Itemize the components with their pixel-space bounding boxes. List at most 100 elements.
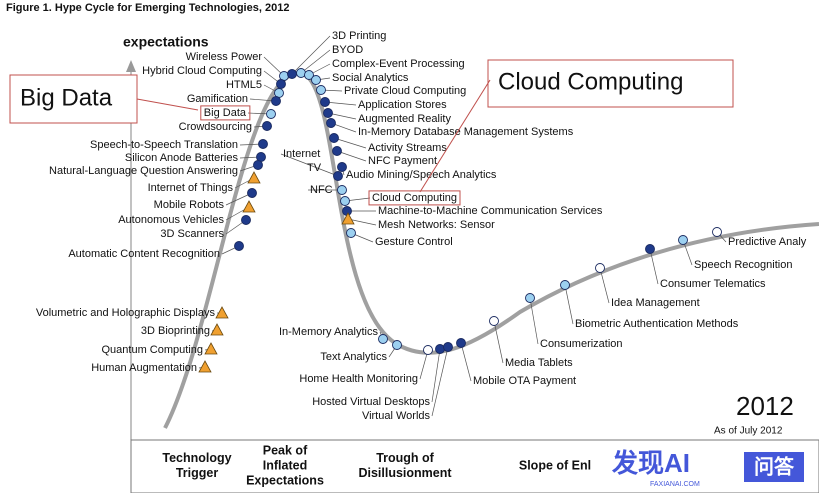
technology: Audio Mining/Speech Analytics: [337, 162, 497, 181]
technology-label: Private Cloud Computing: [344, 85, 466, 97]
technology-label: TV: [307, 162, 322, 174]
technology-label: Application Stores: [358, 99, 447, 111]
technology-label: HTML5: [226, 79, 262, 91]
marker-circle: [304, 70, 314, 80]
marker-circle: [333, 171, 343, 181]
technology: Quantum Computing: [102, 342, 218, 356]
technology-label: Mobile OTA Payment: [473, 375, 576, 387]
leader-line: [599, 267, 610, 304]
technology: Cloud Computing: [340, 190, 461, 206]
technology: Application Stores: [320, 97, 447, 111]
marker-triangle: [247, 171, 261, 184]
leader-line: [649, 248, 659, 285]
marker-circle: [266, 109, 276, 119]
marker-circle: [234, 241, 244, 251]
technology-label: Speech Recognition: [694, 259, 792, 271]
label-box: [368, 190, 461, 206]
technology-label: Cloud Computing: [372, 192, 457, 204]
marker-circle: [271, 96, 281, 106]
leader-line: [419, 349, 429, 380]
technology: Human Augmentation: [91, 360, 212, 374]
technology-label: Internet: [283, 148, 320, 160]
marker-circle: [253, 160, 263, 170]
marker-circle: [316, 85, 326, 95]
watermark: 发现AI FAXIANAI.COM 问答: [611, 448, 804, 488]
technology-label: 3D Printing: [332, 30, 386, 42]
marker-circle: [326, 118, 336, 128]
technology-label: Consumerization: [540, 338, 623, 350]
technology: Internet TV: [280, 148, 343, 181]
technology: In-Memory Analytics: [279, 326, 388, 344]
technology: NFC: [308, 184, 347, 196]
watermark-site: FAXIANAI.COM: [650, 481, 700, 488]
marker-circle: [560, 280, 570, 290]
marker-circle: [241, 215, 251, 225]
technology: Mobile Robots: [154, 188, 257, 211]
marker-circle: [525, 293, 535, 303]
marker-triangle: [215, 306, 229, 319]
watermark-badge: 问答: [754, 454, 795, 478]
technology: Hybrid Cloud Computing: [142, 65, 286, 89]
technology: Media Tablets: [489, 316, 573, 369]
technology-label: Human Augmentation: [91, 362, 197, 374]
technology: Speech-to-Speech Translation: [90, 139, 268, 151]
technology-label: Crowdsourcing: [179, 121, 252, 133]
technology-label: Internet of Things: [148, 182, 234, 194]
leader-line: [280, 153, 339, 177]
technology-label: BYOD: [332, 44, 363, 56]
watermark-logo: 发现AI: [611, 448, 690, 478]
technology-label: Automatic Content Recognition: [68, 248, 220, 260]
marker-circle: [712, 227, 722, 237]
technology: Mobile OTA Payment: [456, 338, 576, 387]
marker-triangle: [204, 342, 218, 355]
marker-circle: [595, 263, 605, 273]
callout-box: [487, 59, 734, 108]
technology-label: Media Tablets: [505, 357, 573, 369]
technology-label: Idea Management: [611, 297, 700, 309]
y-axis-label: expectations: [123, 34, 209, 50]
technology: Consumer Telematics: [645, 244, 766, 290]
technologies: Wireless Power Hybrid Cloud Computing HTML…: [36, 30, 807, 422]
technology: Text Analytics: [320, 340, 402, 363]
leader-line: [333, 137, 367, 149]
technology-label: 3D Bioprinting: [141, 325, 210, 337]
leader-line: [431, 346, 449, 417]
technology: Automatic Content Recognition: [68, 241, 244, 260]
leader-line: [564, 284, 574, 325]
technology-label: Complex-Event Processing: [332, 58, 465, 70]
technology-label: Speech-to-Speech Translation: [90, 139, 238, 151]
leader-line: [291, 35, 331, 75]
technology: Social Analytics: [311, 72, 409, 85]
marker-circle: [678, 235, 688, 245]
leader-line: [529, 297, 539, 345]
y-axis-arrow: [126, 60, 136, 72]
technology-label: Big Data: [204, 107, 247, 119]
as-of-date: As of July 2012: [714, 426, 783, 437]
marker-circle: [392, 340, 402, 350]
technology: Machine-to-Machine Communication Service…: [342, 205, 603, 217]
marker-circle: [645, 244, 655, 254]
marker-circle: [337, 162, 347, 172]
technology-label: Hybrid Cloud Computing: [142, 65, 262, 77]
leader-line: [493, 320, 504, 364]
technology-label: 3D Scanners: [160, 228, 224, 240]
technology-label: In-Memory Database Management Systems: [358, 126, 574, 138]
technology-label: Biometric Authentication Methods: [575, 318, 739, 330]
phase-label: Peak of: [263, 443, 308, 457]
year: 2012: [736, 391, 794, 421]
technology: Biometric Authentication Methods: [560, 280, 739, 330]
technology-label: Volumetric and Holographic Displays: [36, 307, 216, 319]
marker-circle: [323, 108, 333, 118]
technology: Augmented Reality: [323, 108, 451, 125]
leader-line: [460, 342, 472, 382]
technology-label: Home Health Monitoring: [299, 373, 418, 385]
technology-label: Hosted Virtual Desktops: [312, 396, 430, 408]
technology: NFC Payment: [332, 146, 437, 167]
technology-label: Text Analytics: [320, 351, 387, 363]
leader-line: [347, 218, 377, 226]
technology-label: Gamification: [187, 93, 248, 105]
technology-label: Gesture Control: [375, 236, 453, 248]
technology-label: Predictive Analy: [728, 236, 807, 248]
leader-line: [324, 101, 357, 106]
callout-big-data: Big Data: [20, 84, 113, 111]
